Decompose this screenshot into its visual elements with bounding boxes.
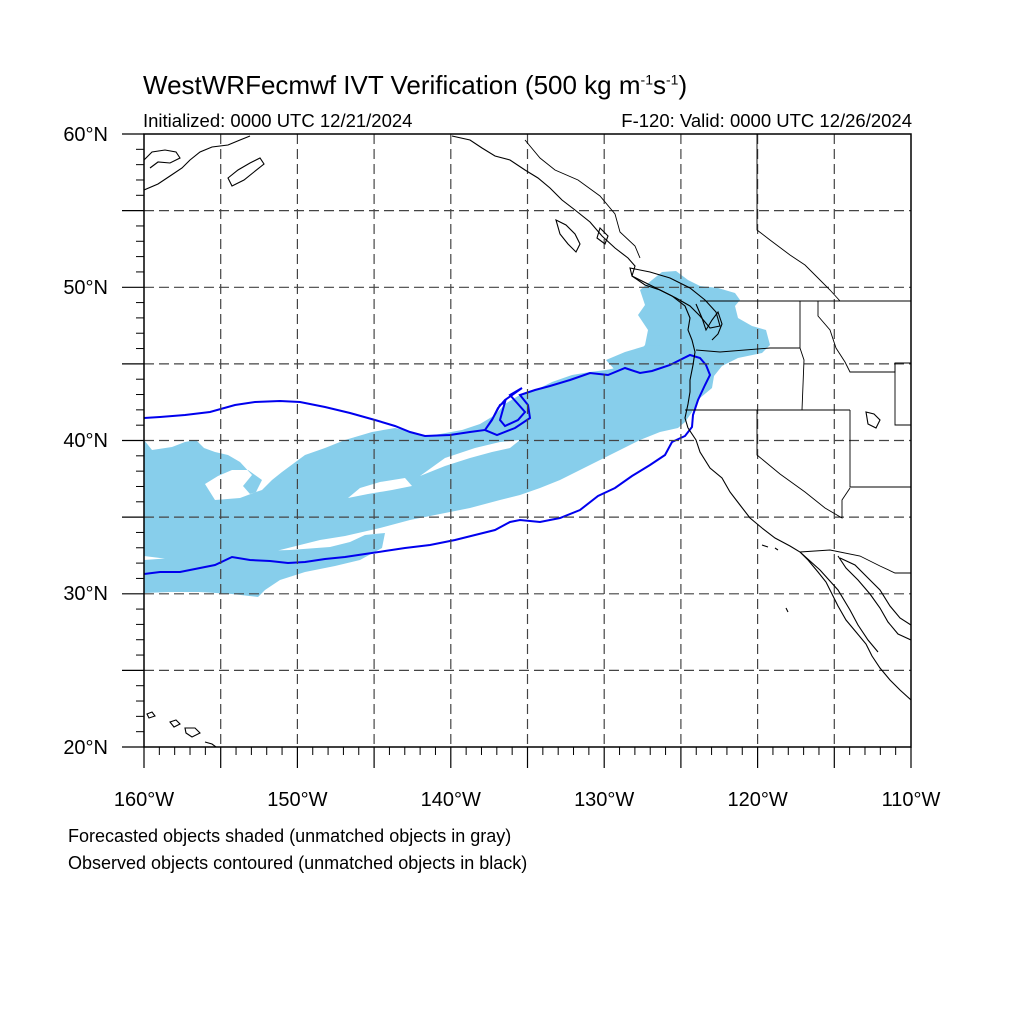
coastline-baja-west [799,551,879,653]
valid-label: F-120: Valid: 0000 UTC 12/26/2024 [621,110,912,131]
border-us-mexico [799,549,911,574]
title-exp1: -1 [640,71,653,88]
lon-major-ticks [143,747,912,768]
observed-object-contour [144,353,712,575]
lat-label-50n: 50°N [63,277,108,299]
observed-object [144,353,712,575]
border-bc-alaska [524,139,641,259]
lat-label-30n: 30°N [63,583,108,605]
coastlines [144,135,911,747]
hawaii-islands [146,711,217,747]
forecast-object [144,271,770,597]
title-suffix: ) [678,70,688,100]
coastline-baja-east [837,555,911,641]
caption-forecast: Forecasted objects shaded (unmatched obj… [68,826,512,846]
forecast-object-shape [144,271,770,562]
map-title: WestWRFecmwf IVT Verification (500 kg m-… [143,70,687,101]
initialized-label: Initialized: 0000 UTC 12/21/2024 [143,110,413,131]
great-salt-lake [865,411,881,429]
lat-label-60n: 60°N [63,124,108,146]
lon-label-120w: 120°W [727,789,787,811]
lon-labels: 160°W 150°W 140°W 130°W 120°W 110°W [114,789,941,811]
lat-label-20n: 20°N [63,737,108,759]
political-borders [524,134,911,574]
coastline-puget [695,303,723,341]
title-threshold-prefix: (500 kg m [524,70,641,100]
border-wa-or [695,347,800,353]
coastline-california [687,427,911,701]
channel-islands [761,544,789,613]
kodiak-island [227,157,265,187]
lon-label-130w: 130°W [574,789,634,811]
forecast-object-tongue [606,345,660,370]
title-threshold: (500 kg m-1s-1) [525,70,687,100]
coastline-bc-islands [555,218,721,329]
coastline-alaska [144,135,251,191]
title-exp2: -1 [665,71,679,88]
coastline-gulf-alaska [451,135,696,429]
lon-label-110w: 110°W [882,789,941,811]
coastline-mexico-mainland [839,557,911,626]
lon-label-150w: 150°W [267,789,327,811]
lat-major-ticks [122,133,144,748]
border-alberta-bc [756,134,841,302]
lon-label-160w: 160°W [114,789,174,811]
border-wy [894,363,911,426]
lat-label-40n: 40°N [63,430,108,452]
lat-labels: 60°N 50°N 40°N 30°N 20°N [63,124,108,759]
title-unit-s: s [652,70,666,100]
border-id-mt [817,301,911,373]
caption-observed: Observed objects contoured (unmatched ob… [68,853,528,873]
lon-label-140w: 140°W [421,789,481,811]
forecast-object-south-band [144,533,385,597]
map-content [144,134,911,747]
border-nv-ut [849,410,911,488]
minor-ticks [136,148,897,755]
border-ca-nv [756,410,851,519]
border-id-wa [799,301,805,411]
title-model: WestWRFecmwf IVT Verification [143,70,518,100]
coastline-alaska-south [144,149,181,169]
gridlines [144,134,911,747]
